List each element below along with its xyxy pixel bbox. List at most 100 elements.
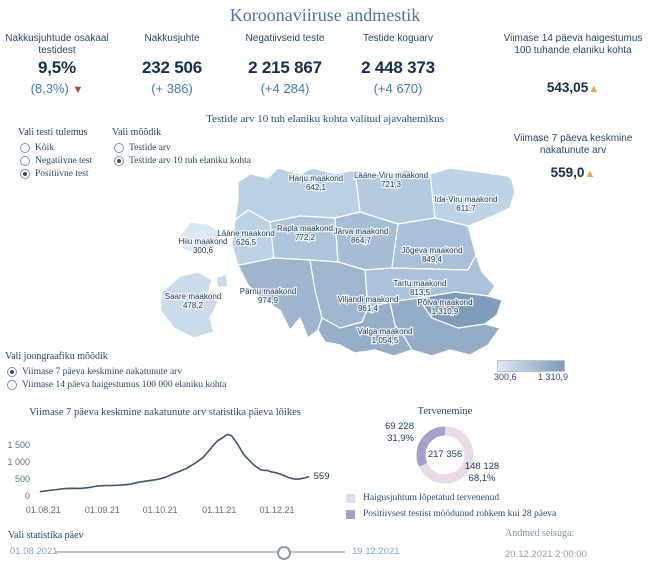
x-tick-label: 01.12.21: [259, 505, 295, 515]
date-slider-to: 19.12.2021: [352, 546, 400, 557]
radio-icon[interactable]: [20, 168, 30, 179]
radio-icon[interactable]: [114, 142, 124, 153]
kpi-delta: (+ 386): [151, 81, 193, 96]
kpi-label: Negatiivseid teste: [245, 33, 325, 44]
map-region-label: Tartu maakond 813,5: [394, 279, 447, 297]
radio-option-negatiivne[interactable]: Negatiivne test: [18, 154, 92, 167]
filter-line-metric: Vali joongraafiku mõõdik Viimase 7 päeva…: [5, 351, 226, 391]
map-region-saare[interactable]: [159, 271, 229, 339]
date-slider-handle[interactable]: [277, 546, 292, 560]
kpi-label: Testide koguarv: [362, 33, 434, 44]
kpi-cases: Nakkusjuhte 232 506 (+ 386): [117, 33, 227, 96]
filter-title: Vali joongraafiku mõõdik: [5, 351, 108, 362]
radio-icon[interactable]: [114, 155, 124, 166]
line-chart: [39, 433, 310, 493]
donut-chart: [416, 426, 474, 484]
data-updated-value: 20.12.2021 2:00:00: [505, 549, 587, 560]
kpi-delta: (+4 670): [373, 81, 423, 96]
x-tick-label: 01.11.21: [202, 505, 237, 515]
x-tick-label: 01.09.21: [84, 505, 120, 515]
estonia-map: Harju maakond 642,1 Lääne-Viru maakond 721…: [159, 167, 516, 357]
radio-icon[interactable]: [20, 142, 30, 153]
donut-chart-title: Tervenemine: [417, 406, 473, 417]
trend-up-icon: ▲: [584, 168, 596, 180]
line-chart-title: Viimase 7 päeva keskmine nakatunute arv …: [29, 407, 301, 418]
map-legend-min: 300,6: [494, 372, 517, 382]
trend-up-icon: ▲: [588, 83, 600, 95]
kpi-value: 232 506: [141, 58, 203, 77]
x-tick-label: 01.08.21: [25, 505, 61, 515]
y-tick-label: 1 000: [7, 456, 30, 467]
donut-slice-value: 148 128: [464, 461, 500, 472]
kpi-label: Nakkusjuhtude osakaal testidest: [5, 33, 109, 56]
radio-option-14paeva[interactable]: Viimase 14 päeva haigestumus 100 000 ela…: [5, 378, 226, 391]
trend-down-icon: ▼: [72, 84, 84, 96]
kpi-label: Viimase 7 päeva keskmine nakatunute arv: [513, 133, 633, 156]
kpi-delta: (8,3%) ▼: [30, 81, 84, 96]
map-region-label: Viljandi maakond 961,4: [338, 295, 399, 313]
kpi-delta: (+4 284): [260, 81, 310, 96]
x-tick-label: 01.10.21: [142, 505, 178, 515]
filter-title: Vali mõõdik: [112, 127, 162, 138]
map-region-label: Pärnu maakond 974,9: [240, 287, 296, 305]
donut-slice-pct: 68,1%: [468, 473, 496, 484]
data-updated-label: Andmed seisuga:: [505, 528, 575, 539]
map-region-label: Ida-Viru maakond 611,7: [435, 195, 498, 213]
filter-test-result: Vali testi tulemus Kõik Negatiivne test …: [18, 127, 92, 180]
kpi-label: Viimase 14 päeva haigestumus 100 tuhande…: [503, 33, 643, 56]
map-title: Testide arv 10 tuh elaniku kohta valitud…: [206, 113, 444, 125]
map-region-label: Põlva maakond 1 310,9: [417, 298, 472, 316]
radio-icon[interactable]: [7, 379, 17, 390]
y-tick-label: 500: [14, 473, 30, 484]
map-region-parnu[interactable]: [237, 257, 323, 339]
radio-option-7paeva[interactable]: Viimase 7 päeva keskmine nakatunute arv: [5, 365, 226, 378]
kpi-total-tests: Testide koguarv 2 448 373 (+4 670): [341, 33, 455, 96]
donut-slice-value: 69 228: [384, 421, 414, 432]
kpi-7day-average: Viimase 7 päeva keskmine nakatunute arv …: [496, 133, 650, 180]
page-title: Koroonaviiruse andmestik: [229, 5, 421, 25]
radio-icon[interactable]: [7, 366, 17, 377]
map-region-label: Saare maakond 478,2: [165, 292, 221, 310]
map-legend-labels: 300,6 1 310,9: [494, 372, 568, 382]
kpi-value: 2 215 867: [248, 58, 322, 77]
donut-legend-item: Positiivsest testist möödunud rohkem kui…: [346, 509, 556, 519]
line-end-label: 559: [313, 470, 330, 482]
donut-slice-pct: 31,9%: [387, 433, 414, 444]
kpi-positive-share: Nakkusjuhtude osakaal testidest 9,5% (8,…: [2, 33, 112, 96]
map-region-hiiu[interactable]: [177, 221, 221, 255]
kpi-14day-incidence: Viimase 14 päeva haigestumus 100 tuhande…: [496, 33, 650, 95]
map-region-label: Järva maakond 864,7: [334, 227, 389, 245]
date-slider-track[interactable]: [55, 546, 345, 560]
kpi-value: 559,0▲: [550, 165, 596, 180]
donut-legend-item: Haigusjuhtum lõpetatud tervenenud: [346, 493, 499, 503]
map-region-label: Harju maakond 642,1: [289, 174, 343, 192]
filter-title: Vali testi tulemus: [18, 127, 88, 138]
radio-option-testide-arv-10tuh[interactable]: Testide arv 10 tuh elaniku kohta: [112, 154, 251, 167]
kpi-value: 543,05▲: [546, 80, 600, 95]
map-region-label: Jõgeva maakond 849,4: [402, 246, 463, 264]
date-slider-from: 01.08.2021: [10, 546, 58, 557]
map-region-label: Rapla maakond 772,2: [277, 224, 333, 242]
map-region-label: Hiiu maakond 300,6: [179, 237, 228, 255]
map-region-voru[interactable]: [389, 297, 501, 357]
map-legend-max: 1 310,9: [537, 372, 568, 382]
filter-metric: Vali mõõdik Testide arv Testide arv 10 t…: [112, 127, 251, 167]
donut-legend-swatch: [346, 509, 355, 519]
donut-legend-swatch: [346, 493, 355, 503]
map-region-label: Valga maakond 1 054,5: [358, 327, 413, 345]
date-slider-label: Vali statistika päev: [8, 530, 84, 541]
donut-segment-28days[interactable]: [416, 426, 474, 484]
line-series: [39, 433, 310, 493]
map-region-label: Lääne-Viru maakond 721,3: [354, 171, 428, 189]
radio-option-koik[interactable]: Kõik: [18, 141, 92, 154]
kpi-label: Nakkusjuhte: [144, 33, 200, 44]
kpi-value: 2 448 373: [361, 58, 435, 77]
y-tick-label: 0: [24, 491, 30, 501]
radio-option-positiivne[interactable]: Positiivne test: [18, 167, 92, 180]
radio-icon[interactable]: [20, 155, 30, 166]
radio-option-testide-arv[interactable]: Testide arv: [112, 141, 251, 154]
kpi-value: 9,5%: [38, 58, 76, 77]
kpi-negative-tests: Negatiivseid teste 2 215 867 (+4 284): [228, 33, 342, 96]
donut-center-value: 217 356: [427, 449, 463, 460]
